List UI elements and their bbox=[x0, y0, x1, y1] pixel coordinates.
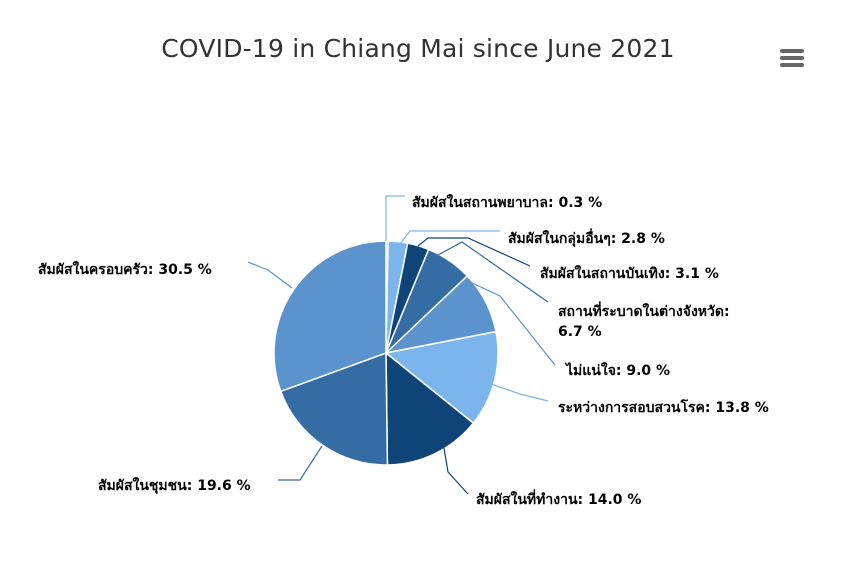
data-label: สถานที่ระบาดในต่างจังหวัด: 6.7 % bbox=[558, 301, 730, 340]
chart-title: COVID-19 in Chiang Mai since June 2021 bbox=[161, 34, 675, 63]
data-label: สัมผัสในชุมชน: 19.6 % bbox=[98, 476, 251, 494]
connector-line bbox=[247, 261, 293, 289]
data-label: ระหว่างการสอบสวนโรค: 13.8 % bbox=[558, 398, 769, 416]
data-label: สัมผัสในสถานบันเทิง: 3.1 % bbox=[540, 264, 719, 282]
connector-line bbox=[278, 445, 323, 481]
data-label: ไม่แน่ใจ: 9.0 % bbox=[564, 361, 670, 379]
pie-slice[interactable] bbox=[273, 240, 387, 393]
data-label: สัมผัสในที่ทำงาน: 14.0 % bbox=[476, 489, 641, 508]
pie-slice[interactable] bbox=[385, 352, 475, 466]
connector-line bbox=[487, 382, 549, 402]
connector-line bbox=[385, 195, 405, 241]
connector-line bbox=[399, 230, 500, 245]
chart-menu-button[interactable] bbox=[774, 44, 810, 74]
data-label: สัมผัสในกลุ่มอื่นๆ: 2.8 % bbox=[508, 228, 665, 247]
data-label: สัมผัสในครอบครัว: 30.5 % bbox=[38, 260, 212, 278]
connector-line bbox=[443, 447, 469, 495]
pie-slice[interactable] bbox=[280, 352, 389, 466]
data-label: สัมผัสในสถานพยาบาล: 0.3 % bbox=[412, 193, 602, 211]
hamburger-menu-icon bbox=[780, 49, 804, 67]
